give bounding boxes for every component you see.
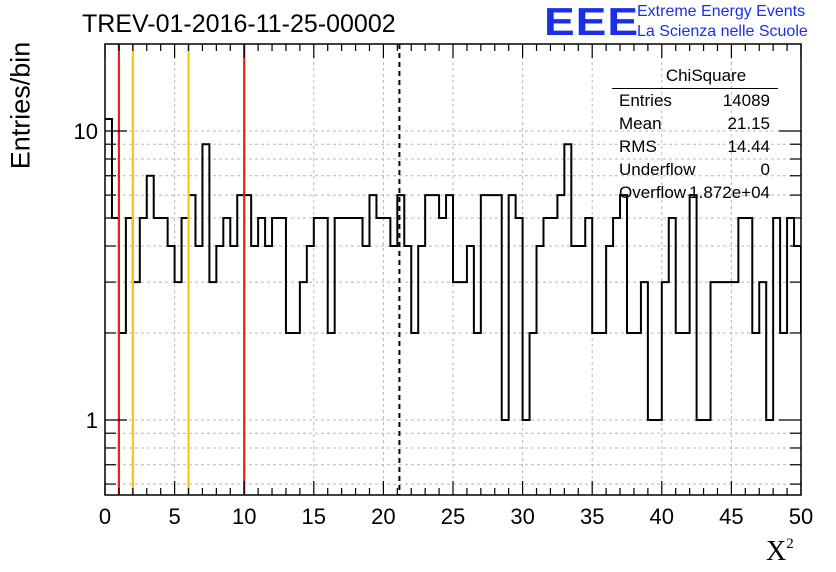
eee-logo: EEE xyxy=(544,0,640,44)
logo-line-1: Extreme Energy Events xyxy=(637,3,806,20)
x-tick-label: 45 xyxy=(719,504,743,529)
y-axis-label: Entries/bin xyxy=(5,41,36,170)
stats-value: 14089 xyxy=(722,91,770,110)
x-axis-label: X2 xyxy=(766,536,794,567)
stats-row: Mean 21.15 xyxy=(612,112,778,135)
stats-row: Underflow 0 xyxy=(612,158,778,181)
stats-key: Entries xyxy=(619,91,672,110)
stats-key: Underflow xyxy=(619,160,696,179)
x-tick-label: 50 xyxy=(789,504,813,529)
x-tick-label: 5 xyxy=(168,504,180,529)
stats-value: 0 xyxy=(760,160,770,179)
stats-value: 1.872e+04 xyxy=(689,183,770,202)
stats-key: RMS xyxy=(619,137,657,156)
x-tick-label: 20 xyxy=(371,504,395,529)
stats-value: 21.15 xyxy=(727,114,770,133)
y-tick-label: 10 xyxy=(74,119,98,144)
x-tick-label: 0 xyxy=(99,504,111,529)
stats-value: 14.44 xyxy=(727,137,770,156)
chart-title: TREV-01-2016-11-25-00002 xyxy=(82,10,396,38)
x-tick-label: 15 xyxy=(302,504,326,529)
stats-row: Entries 14089 xyxy=(612,89,778,112)
x-tick-label: 40 xyxy=(650,504,674,529)
x-tick-label: 30 xyxy=(510,504,534,529)
x-tick-label: 25 xyxy=(441,504,465,529)
x-tick-label: 35 xyxy=(580,504,604,529)
stats-key: Overflow xyxy=(619,183,687,202)
histogram-series xyxy=(105,118,801,421)
stats-row: RMS 14.44 xyxy=(612,135,778,158)
stats-key: Mean xyxy=(619,114,662,133)
stats-row: Overflow 1.872e+04 xyxy=(612,181,778,204)
logo-line-2: La Scienza nelle Scuole xyxy=(637,23,808,40)
x-tick-label: 10 xyxy=(232,504,256,529)
y-tick-label: 1 xyxy=(86,408,98,433)
stats-box: ChiSquare Entries 14089 Mean 21.15 RMS 1… xyxy=(612,66,778,204)
stats-title: ChiSquare xyxy=(612,66,778,89)
